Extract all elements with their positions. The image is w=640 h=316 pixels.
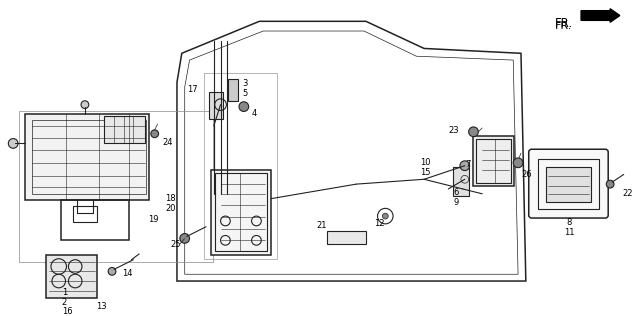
Text: 11: 11 xyxy=(564,228,575,237)
Text: FR.: FR. xyxy=(555,21,572,31)
Text: 20: 20 xyxy=(165,204,176,212)
Bar xyxy=(474,136,514,186)
Bar xyxy=(61,200,129,240)
Text: 6: 6 xyxy=(454,188,459,197)
Bar xyxy=(327,231,366,244)
Text: 22: 22 xyxy=(623,189,633,198)
Bar xyxy=(25,114,149,200)
Text: 4: 4 xyxy=(252,108,257,118)
Circle shape xyxy=(606,180,614,188)
Circle shape xyxy=(460,161,470,171)
Text: FR.: FR. xyxy=(555,17,573,30)
Text: 1: 1 xyxy=(61,288,67,297)
Text: 16: 16 xyxy=(61,307,72,316)
Bar xyxy=(31,120,146,194)
Bar xyxy=(453,167,468,196)
Bar xyxy=(104,116,145,143)
Text: 24: 24 xyxy=(163,137,173,147)
Circle shape xyxy=(151,130,159,137)
Text: 5: 5 xyxy=(242,89,247,98)
Circle shape xyxy=(239,102,249,112)
Text: 2: 2 xyxy=(61,297,67,307)
Text: 18: 18 xyxy=(165,194,176,203)
Bar xyxy=(19,112,213,262)
Bar xyxy=(215,173,267,251)
Bar xyxy=(73,206,97,222)
Text: 7: 7 xyxy=(465,160,470,169)
Bar xyxy=(209,92,223,119)
Circle shape xyxy=(81,101,89,108)
Circle shape xyxy=(108,267,116,275)
Bar xyxy=(211,170,271,255)
FancyBboxPatch shape xyxy=(529,149,608,218)
Text: 26: 26 xyxy=(521,170,532,179)
Text: 23: 23 xyxy=(449,126,459,135)
Text: 3: 3 xyxy=(242,79,247,88)
Bar xyxy=(546,167,591,202)
Text: 15: 15 xyxy=(420,168,431,177)
Circle shape xyxy=(8,139,18,148)
Text: 14: 14 xyxy=(122,270,132,278)
Text: 9: 9 xyxy=(454,198,459,207)
Bar xyxy=(46,255,97,299)
Text: 8: 8 xyxy=(567,218,572,227)
FancyArrow shape xyxy=(581,9,620,22)
Text: 21: 21 xyxy=(317,221,327,230)
Bar xyxy=(204,73,276,259)
Circle shape xyxy=(513,158,523,168)
Circle shape xyxy=(180,234,189,243)
Text: 12: 12 xyxy=(374,219,384,228)
Bar xyxy=(538,159,598,209)
Text: 17: 17 xyxy=(187,85,197,94)
Bar xyxy=(228,79,238,101)
Text: 13: 13 xyxy=(97,302,107,311)
Text: 25: 25 xyxy=(170,240,180,249)
Bar xyxy=(476,139,511,183)
Circle shape xyxy=(383,213,388,219)
Text: 10: 10 xyxy=(420,158,431,167)
Text: 19: 19 xyxy=(148,215,158,224)
Circle shape xyxy=(468,127,478,137)
